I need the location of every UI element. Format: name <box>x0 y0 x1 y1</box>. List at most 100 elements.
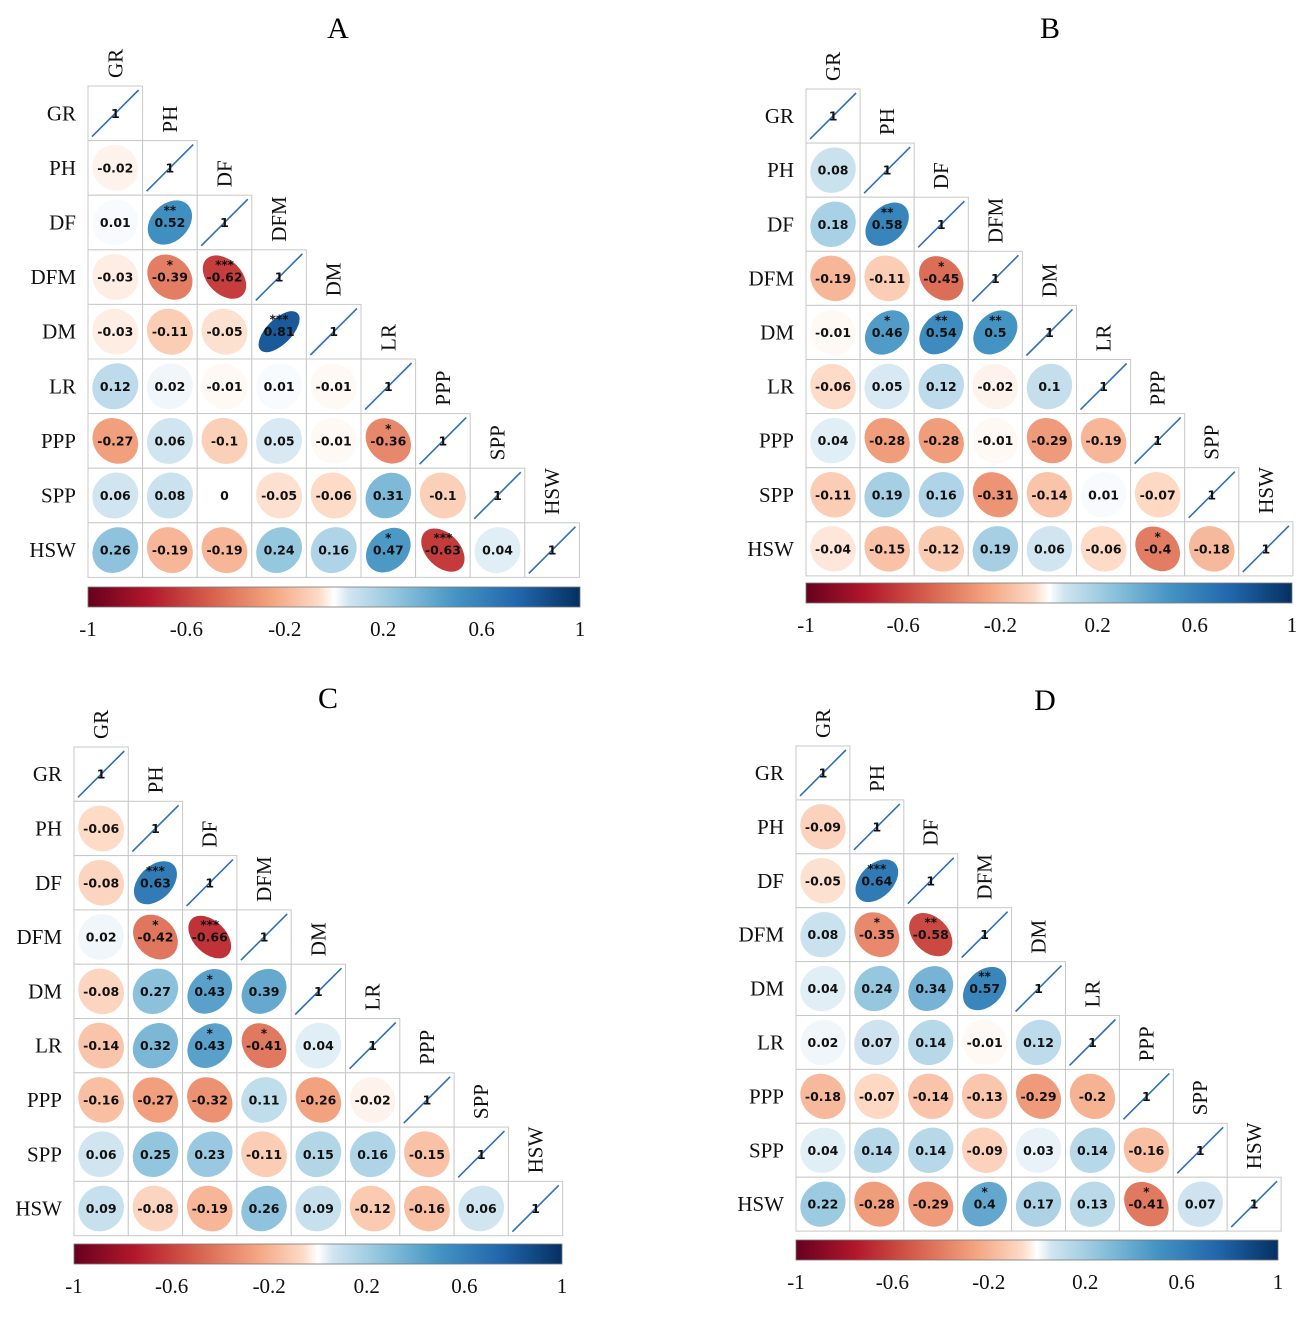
cell-value: 0.04 <box>818 433 849 448</box>
column-label: LR <box>1080 981 1104 1008</box>
significance-mark: ** <box>924 916 937 930</box>
corr-ellipse <box>78 859 125 906</box>
corr-cell: 0.24 <box>251 522 307 578</box>
cell-value: 1 <box>384 379 393 394</box>
cell-value: -0.08 <box>137 1201 173 1216</box>
corr-ellipse <box>1015 1127 1062 1173</box>
cell-value: 0.06 <box>466 1201 497 1216</box>
corr-ellipse <box>187 1023 233 1069</box>
diagonal-line <box>1025 308 1074 357</box>
row-label: HSW <box>747 537 794 561</box>
corr-cell: ***0.81 <box>251 303 307 360</box>
corr-ellipse <box>146 308 193 355</box>
diagonal-line <box>200 198 249 247</box>
cell-value: 1 <box>819 765 828 780</box>
diagonal-line <box>917 200 965 248</box>
corr-ellipse <box>800 965 846 1012</box>
corr-ellipse <box>78 1185 125 1232</box>
cell-value: -0.31 <box>977 487 1013 502</box>
corr-cell: 0.03 <box>1011 1122 1066 1178</box>
corr-cell: -0.07 <box>849 1068 905 1124</box>
corr-cell: -0.05 <box>795 853 851 909</box>
cell-value: 0.16 <box>357 1147 388 1162</box>
cell-value: -0.45 <box>923 271 959 286</box>
corr-ellipse <box>201 527 248 574</box>
corr-cell: ***-0.63 <box>415 522 471 578</box>
cell-value: 1 <box>1034 981 1043 996</box>
corr-cell: *-0.4 <box>1130 521 1186 577</box>
diagonal-line <box>961 911 1009 959</box>
significance-mark: ** <box>978 970 991 984</box>
cell-value: 1 <box>980 927 989 942</box>
diagonal-line <box>971 254 1019 302</box>
column-label: HSW <box>524 1127 548 1174</box>
corr-cell: *0.46 <box>859 304 915 360</box>
cell-value: 1 <box>423 1092 432 1107</box>
cell-value: -0.15 <box>869 541 905 556</box>
cell-value: -0.28 <box>859 1197 895 1212</box>
colorbar-tick-label: -0.6 <box>170 617 203 641</box>
corr-cell: 0.16 <box>305 522 362 578</box>
corr-ellipse <box>186 1131 233 1178</box>
corr-ellipse <box>1069 1181 1116 1227</box>
corr-cell: 0.02 <box>142 358 198 415</box>
corr-cell: *0.4 <box>957 1176 1013 1232</box>
cell-value: 0.54 <box>926 325 957 340</box>
cell-value: 0.08 <box>818 163 849 178</box>
row-label: DFM <box>748 266 794 290</box>
cell-value: 0.34 <box>915 981 946 996</box>
corr-cell: 1 <box>399 1072 455 1128</box>
corr-ellipse <box>1026 363 1073 410</box>
row-label: DFM <box>30 265 76 289</box>
corr-ellipse <box>1177 1181 1223 1227</box>
corr-ellipse <box>864 310 910 355</box>
corr-ellipse <box>854 912 900 958</box>
corr-ellipse <box>1134 471 1181 518</box>
row-label: PPP <box>27 1088 62 1112</box>
cell-value: 1 <box>1088 1035 1097 1050</box>
colorbar-tick-label: -0.6 <box>155 1274 188 1298</box>
cell-value: -0.32 <box>192 1092 228 1107</box>
cell-value: -0.58 <box>913 927 949 942</box>
cell-value: -0.13 <box>967 1089 1003 1104</box>
corr-cell: -0.19 <box>182 1180 238 1237</box>
cell-value: -0.03 <box>97 324 133 339</box>
corr-ellipse <box>962 1181 1007 1227</box>
corr-cell: 1 <box>1065 1015 1120 1070</box>
corr-cell: 0.17 <box>1011 1176 1066 1232</box>
cell-value: 1 <box>111 106 120 121</box>
corr-ellipse <box>474 527 521 574</box>
corr-cell: -0.04 <box>805 521 861 577</box>
cell-value: -0.41 <box>1128 1197 1164 1212</box>
diagonal-line <box>294 967 343 1016</box>
cell-value: 0.17 <box>1023 1197 1054 1212</box>
cell-value: 0.23 <box>194 1147 225 1162</box>
corr-cell: -0.08 <box>73 963 129 1020</box>
cell-value: -0.66 <box>192 930 228 945</box>
cell-value: 0.11 <box>249 1092 280 1107</box>
diagonal-line <box>511 1184 560 1233</box>
diagonal-line <box>1079 362 1128 411</box>
corr-cell: 0.15 <box>290 1126 347 1182</box>
cell-value: 1 <box>1196 1143 1205 1158</box>
corr-ellipse <box>800 858 846 904</box>
corr-cell: 1 <box>1184 467 1240 523</box>
corr-cell: -0.02 <box>87 140 144 196</box>
corr-cell: -0.11 <box>859 250 915 306</box>
cell-value: 0 <box>220 488 229 503</box>
cell-value: -0.06 <box>316 488 352 503</box>
corr-cell: 1 <box>903 853 959 909</box>
colorbar-tick-label: 1 <box>1273 1270 1284 1294</box>
corr-cell: 1 <box>196 194 253 251</box>
corr-cell: -0.29 <box>903 1176 959 1232</box>
column-label: PH <box>865 765 889 792</box>
cell-value: 0.57 <box>969 981 1000 996</box>
row-label: LR <box>49 374 76 398</box>
diagonal-line <box>1122 1072 1170 1120</box>
corr-cell: -0.29 <box>1011 1068 1066 1124</box>
corr-cell: 1 <box>524 522 580 578</box>
corr-cell: *-0.42 <box>127 909 184 965</box>
corr-cell: 0.11 <box>236 1072 292 1128</box>
corr-cell: -0.01 <box>957 1015 1013 1070</box>
corr-ellipse <box>810 526 856 572</box>
